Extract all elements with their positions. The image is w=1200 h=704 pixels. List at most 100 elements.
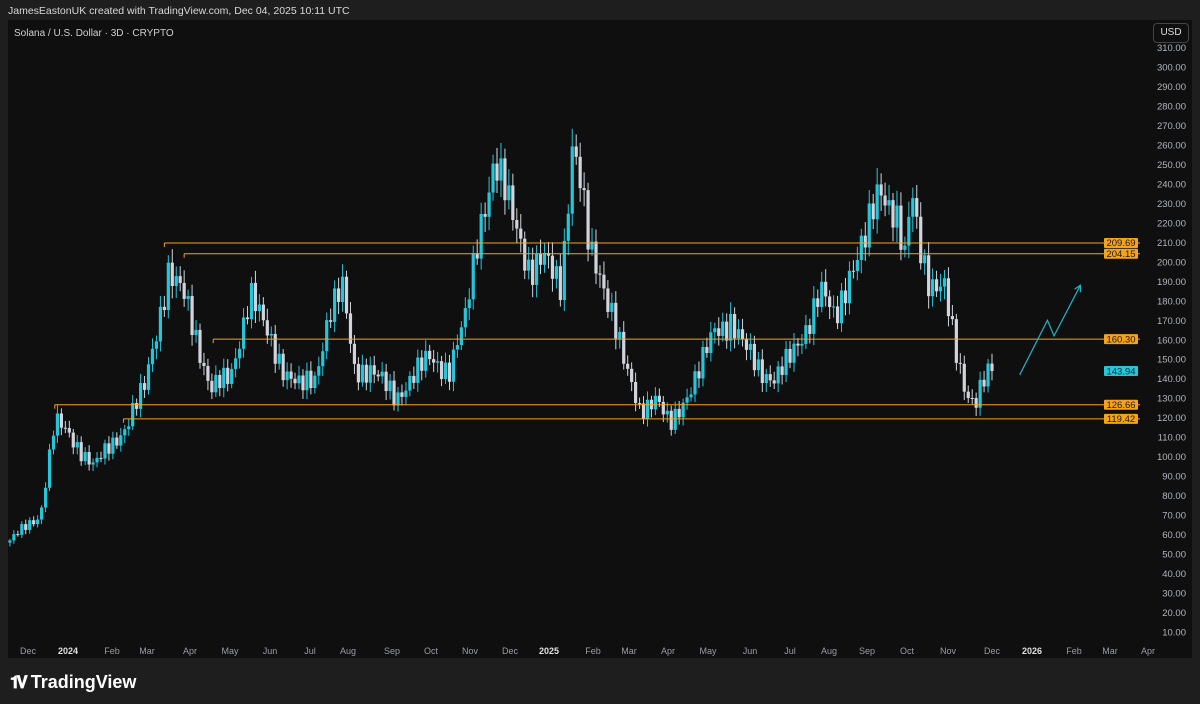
y-tick-label: 220.00 bbox=[1157, 218, 1186, 229]
symbol-title: Solana / U.S. Dollar · 3D · CRYPTO bbox=[14, 28, 174, 39]
candle-body bbox=[764, 374, 768, 384]
candle-body bbox=[194, 329, 198, 336]
y-tick-label: 50.00 bbox=[1162, 550, 1186, 561]
candle-body bbox=[257, 304, 261, 312]
candle-body bbox=[966, 391, 970, 399]
candle-body bbox=[103, 443, 107, 459]
candle-body bbox=[919, 216, 923, 264]
candle-body bbox=[610, 302, 614, 312]
candle-body bbox=[277, 353, 281, 364]
currency-button[interactable]: USD bbox=[1153, 23, 1189, 43]
candle-body bbox=[863, 235, 867, 248]
candle-body bbox=[238, 348, 242, 359]
y-tick-label: 280.00 bbox=[1157, 101, 1186, 112]
y-tick-label: 260.00 bbox=[1157, 140, 1186, 151]
candle-body bbox=[443, 362, 448, 380]
candle-body bbox=[934, 279, 939, 292]
candle-body bbox=[923, 255, 927, 264]
candle-body bbox=[317, 366, 321, 376]
candle-body bbox=[471, 253, 475, 300]
candle-body bbox=[408, 375, 412, 391]
candle-body bbox=[843, 290, 848, 304]
candle-body bbox=[954, 319, 958, 363]
y-tick-label: 310.00 bbox=[1157, 43, 1186, 54]
candle-body bbox=[733, 313, 737, 339]
candle-body bbox=[67, 428, 71, 433]
candle-body bbox=[416, 357, 420, 383]
y-tick-label: 230.00 bbox=[1157, 199, 1186, 210]
candle-body bbox=[451, 349, 456, 382]
candle-body bbox=[32, 520, 36, 525]
y-tick-label: 70.00 bbox=[1162, 511, 1186, 522]
candle-body bbox=[578, 156, 582, 189]
y-tick-label: 90.00 bbox=[1162, 472, 1186, 483]
y-tick-label: 130.00 bbox=[1157, 394, 1186, 405]
candle-body bbox=[305, 370, 309, 391]
candle-body bbox=[744, 338, 749, 350]
candle-body bbox=[455, 345, 459, 350]
candle-body bbox=[760, 359, 764, 384]
candle-body bbox=[158, 306, 162, 342]
candle-body bbox=[582, 188, 586, 191]
candle-body bbox=[119, 435, 123, 446]
last-price-label-bg bbox=[1104, 366, 1138, 377]
candle-body bbox=[717, 328, 721, 336]
candle-body bbox=[325, 320, 329, 352]
y-tick-label: 10.00 bbox=[1162, 628, 1186, 639]
y-tick-label: 250.00 bbox=[1157, 160, 1186, 171]
candle-body bbox=[63, 427, 67, 429]
level-price-label-bg bbox=[1104, 248, 1138, 259]
candles bbox=[8, 128, 994, 547]
candle-body bbox=[83, 452, 87, 462]
candle-body bbox=[606, 288, 610, 312]
candle-body bbox=[990, 363, 994, 372]
candle-body bbox=[812, 298, 816, 334]
candle-body bbox=[527, 259, 531, 271]
candle-body bbox=[400, 392, 404, 397]
candle-body bbox=[645, 399, 650, 419]
candle-body bbox=[428, 350, 432, 360]
candle-body bbox=[47, 449, 52, 488]
candle-body bbox=[748, 343, 753, 350]
candle-body bbox=[234, 358, 238, 369]
candle-body bbox=[855, 260, 859, 271]
x-tick-label: Apr bbox=[183, 646, 197, 656]
candle-body bbox=[483, 213, 487, 217]
y-tick-label: 170.00 bbox=[1157, 316, 1186, 327]
y-tick-label: 190.00 bbox=[1157, 277, 1186, 288]
level-price-label: 204.15 bbox=[1106, 249, 1135, 260]
x-tick-label: Jul bbox=[784, 646, 796, 656]
candle-body bbox=[816, 298, 820, 307]
candle-body bbox=[946, 278, 951, 317]
candle-body bbox=[832, 306, 836, 308]
candle-body bbox=[404, 390, 408, 397]
candle-body bbox=[942, 278, 947, 287]
candle-body bbox=[974, 398, 978, 408]
candle-body bbox=[436, 361, 440, 363]
x-tick-label: Dec bbox=[502, 646, 519, 656]
candle-body bbox=[91, 462, 95, 465]
candle-body bbox=[95, 457, 99, 463]
candle-body bbox=[222, 367, 226, 389]
candle-body bbox=[693, 371, 697, 395]
candle-body bbox=[756, 359, 760, 371]
candle-body bbox=[535, 253, 539, 285]
candle-body bbox=[871, 203, 875, 220]
candle-body bbox=[669, 410, 673, 430]
arrowhead-icon bbox=[1074, 284, 1082, 293]
candle-body bbox=[637, 403, 642, 405]
level-price-label-bg bbox=[1104, 413, 1138, 424]
candle-body bbox=[768, 374, 772, 381]
x-tick-label: Feb bbox=[585, 646, 601, 656]
x-tick-label: Dec bbox=[20, 646, 37, 656]
x-tick-label: Mar bbox=[139, 646, 155, 656]
candle-body bbox=[75, 442, 79, 448]
candle-body bbox=[36, 519, 40, 525]
candle-body bbox=[127, 426, 131, 430]
candle-body bbox=[630, 368, 634, 382]
candle-body bbox=[736, 329, 741, 339]
candle-body bbox=[804, 325, 808, 344]
candle-body bbox=[123, 429, 127, 436]
x-tick-label: Apr bbox=[661, 646, 675, 656]
